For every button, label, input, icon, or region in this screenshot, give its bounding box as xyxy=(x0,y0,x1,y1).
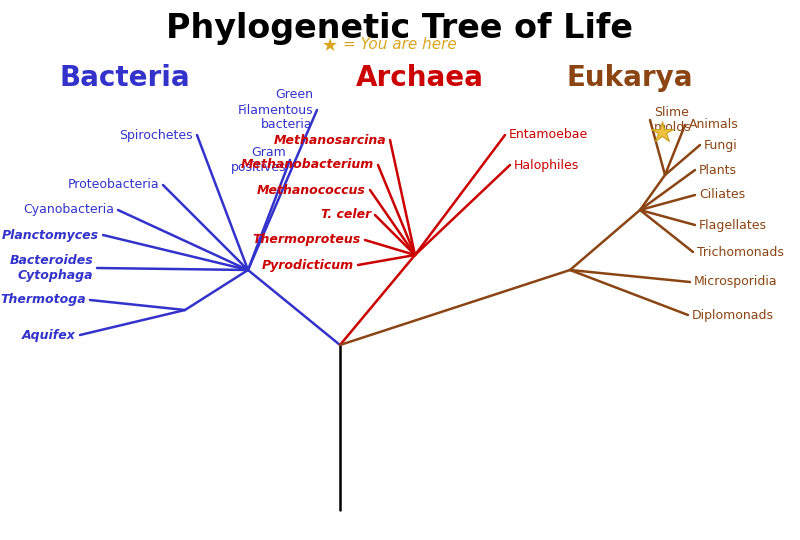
Text: = You are here: = You are here xyxy=(343,37,457,52)
Text: Diplomonads: Diplomonads xyxy=(692,308,774,321)
Text: Green
Filamentous
bacteria: Green Filamentous bacteria xyxy=(238,89,313,132)
Text: Spirochetes: Spirochetes xyxy=(119,129,193,141)
Text: Halophiles: Halophiles xyxy=(514,159,579,172)
Text: Thermotoga: Thermotoga xyxy=(0,294,86,307)
Text: Eukarya: Eukarya xyxy=(566,64,694,92)
Text: Microsporidia: Microsporidia xyxy=(694,275,778,288)
Text: Entamoebae: Entamoebae xyxy=(509,129,588,141)
Text: ★: ★ xyxy=(322,37,338,55)
Text: Animals: Animals xyxy=(689,118,738,132)
Text: Phylogenetic Tree of Life: Phylogenetic Tree of Life xyxy=(166,12,634,45)
Text: Planctomyces: Planctomyces xyxy=(2,228,99,241)
Text: Trichomonads: Trichomonads xyxy=(697,246,784,259)
Text: Methanococcus: Methanococcus xyxy=(257,184,366,197)
Text: Slime
molds: Slime molds xyxy=(654,106,692,134)
Text: Archaea: Archaea xyxy=(356,64,484,92)
Text: Ciliates: Ciliates xyxy=(699,188,745,201)
Text: Bacteria: Bacteria xyxy=(60,64,190,92)
Text: Cyanobacteria: Cyanobacteria xyxy=(23,204,114,217)
Text: Bacteroides
Cytophaga: Bacteroides Cytophaga xyxy=(10,254,93,282)
Text: Methanobacterium: Methanobacterium xyxy=(241,159,374,172)
Text: Pyrodicticum: Pyrodicticum xyxy=(262,259,354,272)
Text: Methanosarcina: Methanosarcina xyxy=(274,133,386,146)
Text: Flagellates: Flagellates xyxy=(699,219,767,232)
Text: T. celer: T. celer xyxy=(321,208,371,221)
Text: Thermoproteus: Thermoproteus xyxy=(253,233,361,246)
Text: Fungi: Fungi xyxy=(704,138,738,152)
Text: Gram
positives: Gram positives xyxy=(230,146,286,174)
Text: Plants: Plants xyxy=(699,164,737,177)
Text: Aquifex: Aquifex xyxy=(22,328,76,341)
Text: Proteobacteria: Proteobacteria xyxy=(67,179,159,192)
